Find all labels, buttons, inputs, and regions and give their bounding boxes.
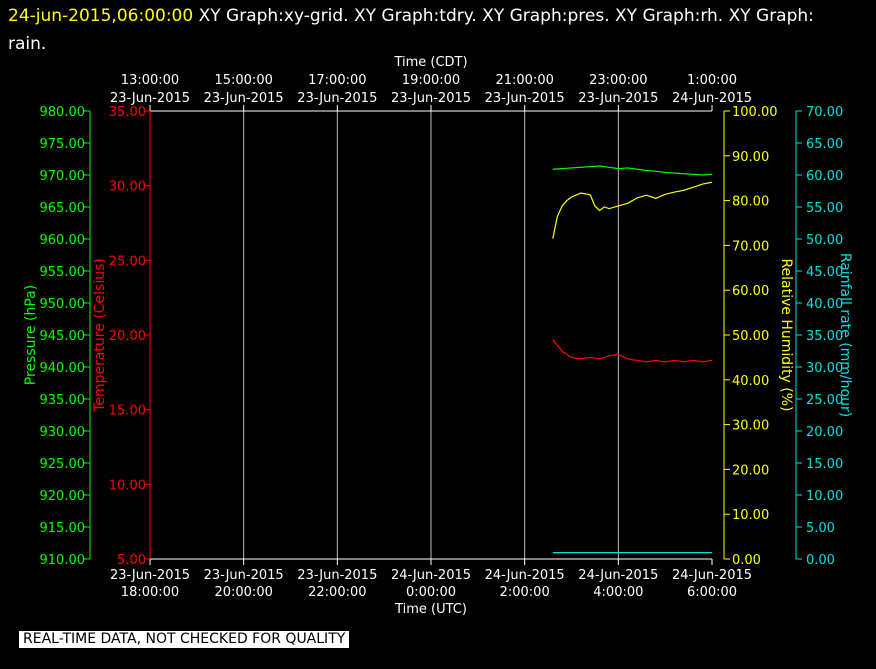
pressure-tick-label: 955.00: [40, 265, 86, 280]
x-tick-label-top-date: 23-Jun-2015: [297, 91, 377, 106]
rain-tick-label: 20.00: [806, 425, 843, 440]
rain-tick-label: 0.00: [806, 553, 835, 568]
pressure-tick-label: 965.00: [40, 201, 86, 216]
pressure-tick-label: 950.00: [40, 297, 86, 312]
rain-tick-label: 45.00: [806, 265, 843, 280]
rain-tick-label: 15.00: [806, 457, 843, 472]
humidity-tick-label: 60.00: [732, 284, 769, 299]
x-tick-label-top-time: 21:00:00: [495, 73, 553, 88]
x-axis-label-bottom: Time (UTC): [394, 602, 467, 617]
grid-lines: [243, 111, 619, 559]
x-tick-label-bottom-time: 2:00:00: [500, 585, 550, 600]
pressure-tick-label: 915.00: [40, 521, 86, 536]
pressure-tick-label: 975.00: [40, 137, 86, 152]
graph-list: XY Graph:xy-grid. XY Graph:tdry. XY Grap…: [193, 6, 814, 26]
pressure-tick-label: 980.00: [40, 105, 86, 120]
x-tick-label-top-date: 23-Jun-2015: [204, 91, 284, 106]
x-tick-label-bottom-date: 24-Jun-2015: [672, 568, 752, 583]
graph-header: 24-jun-2015,06:00:00 XY Graph:xy-grid. X…: [8, 2, 868, 58]
x-tick-label-top-date: 23-Jun-2015: [110, 91, 190, 106]
pressure-tick-label: 945.00: [40, 329, 86, 344]
pressure-tick-label: 935.00: [40, 393, 86, 408]
rain-axis-label: Rainfall rate (mm/hour): [837, 253, 853, 417]
x-tick-label-top-date: 23-Jun-2015: [485, 91, 565, 106]
x-tick-label-top-date: 23-Jun-2015: [391, 91, 471, 106]
chart-series: [552, 165, 713, 554]
x-tick-label-top-time: 17:00:00: [308, 73, 366, 88]
temperature-tick-label: 20.00: [109, 329, 146, 344]
rain-tick-label: 30.00: [806, 361, 843, 376]
rain-tick-label: 5.00: [806, 521, 835, 536]
humidity-tick-label: 90.00: [732, 150, 769, 165]
pressure-tick-label: 940.00: [40, 361, 86, 376]
rain-tick-label: 40.00: [806, 297, 843, 312]
x-tick-label-bottom-date: 24-Jun-2015: [485, 568, 565, 583]
rain-tick-label: 25.00: [806, 393, 843, 408]
pressure-tick-label: 930.00: [40, 425, 86, 440]
chart-axes: 23-Jun-2015 18:00:00 13:00:00 23-Jun-2015 23…: [23, 55, 853, 617]
x-tick-label-bottom-time: 18:00:00: [121, 585, 179, 600]
x-tick-label-bottom-time: 4:00:00: [593, 585, 643, 600]
pressure-tick-label: 910.00: [40, 553, 86, 568]
humidity-tick-label: 50.00: [732, 329, 769, 344]
temperature-tick-label: 25.00: [109, 254, 146, 269]
rain-tick-label: 50.00: [806, 233, 843, 248]
timestamp: 24-jun-2015,06:00:00: [8, 6, 194, 26]
x-tick-label-bottom-time: 0:00:00: [406, 585, 456, 600]
pressure-tick-label: 925.00: [40, 457, 86, 472]
x-tick-label-bottom-time: 6:00:00: [687, 585, 737, 600]
x-tick-label-top-time: 15:00:00: [214, 73, 272, 88]
humidity-tick-label: 20.00: [732, 463, 769, 478]
graph-list-continued: rain.: [8, 34, 47, 54]
humidity-tick-label: 40.00: [732, 374, 769, 389]
pressure-axis-label: Pressure (hPa): [23, 285, 39, 385]
temperature-tick-label: 15.00: [109, 404, 146, 419]
x-tick-label-top-time: 23:00:00: [589, 73, 647, 88]
x-axis-label-top: Time (CDT): [393, 55, 467, 70]
temperature-series-line: [552, 339, 713, 363]
rain-tick-label: 60.00: [806, 169, 843, 184]
rain-tick-label: 70.00: [806, 105, 843, 120]
x-tick-label-bottom-date: 23-Jun-2015: [204, 568, 284, 583]
x-tick-label-top-time: 19:00:00: [402, 73, 460, 88]
x-tick-label-top-date: 24-Jun-2015: [672, 91, 752, 106]
rain-tick-label: 10.00: [806, 489, 843, 504]
humidity-tick-label: 30.00: [732, 419, 769, 434]
pressure-tick-label: 970.00: [40, 169, 86, 184]
humidity-tick-label: 100.00: [732, 105, 778, 120]
rain-tick-label: 65.00: [806, 137, 843, 152]
temperature-tick-label: 30.00: [109, 180, 146, 195]
x-tick-label-top-time: 13:00:00: [121, 73, 179, 88]
pressure-series-line: [552, 165, 713, 176]
x-tick-label-top-time: 1:00:00: [687, 73, 737, 88]
x-tick-label-bottom-date: 23-Jun-2015: [297, 568, 377, 583]
pressure-tick-label: 960.00: [40, 233, 86, 248]
humidity-axis-label: Relative Humidity (%): [778, 258, 794, 411]
x-tick-label-bottom-date: 24-Jun-2015: [578, 568, 658, 583]
rain-tick-label: 35.00: [806, 329, 843, 344]
x-tick-label-bottom-date: 24-Jun-2015: [391, 568, 471, 583]
humidity-tick-label: 10.00: [732, 508, 769, 523]
temperature-tick-label: 35.00: [109, 105, 146, 120]
temperature-tick-label: 5.00: [117, 553, 146, 568]
x-tick-label-top-date: 23-Jun-2015: [578, 91, 658, 106]
quality-notice: REAL-TIME DATA, NOT CHECKED FOR QUALITY: [19, 631, 350, 648]
temperature-tick-label: 10.00: [109, 478, 146, 493]
x-tick-label-bottom-time: 22:00:00: [308, 585, 366, 600]
humidity-tick-label: 80.00: [732, 195, 769, 210]
humidity-tick-label: 0.00: [732, 553, 761, 568]
rain-tick-label: 55.00: [806, 201, 843, 216]
temperature-axis-label: Temperature (Celsius): [92, 258, 108, 413]
x-tick-label-bottom-time: 20:00:00: [214, 585, 272, 600]
humidity-series-line: [552, 181, 713, 239]
x-tick-label-bottom-date: 23-Jun-2015: [110, 568, 190, 583]
pressure-tick-label: 920.00: [40, 489, 86, 504]
humidity-tick-label: 70.00: [732, 239, 769, 254]
